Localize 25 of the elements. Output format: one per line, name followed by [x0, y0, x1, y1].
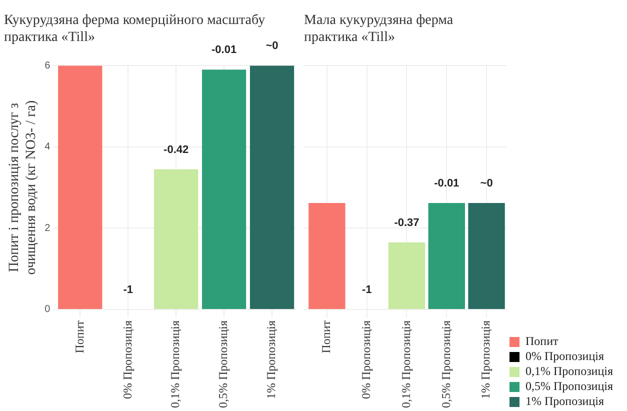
x-tick-label: 0% Пропозиція	[359, 320, 373, 400]
annotation: -1	[123, 284, 134, 296]
x-tick-label: 1% Пропозиція	[478, 320, 493, 400]
x-tick-label: Попит	[319, 320, 334, 354]
annotation: ~0	[266, 40, 278, 52]
annotation: -1	[362, 284, 372, 296]
x-tick-label: 0% Пропозиція	[120, 320, 134, 400]
y-tick-label: 0	[44, 304, 51, 316]
annotation: -0.01	[212, 44, 237, 56]
y-axis-title: Попит і пропозиція послуг з очищення води (кг NO3- / га)	[7, 100, 39, 275]
x-tick-label: 0,1% Пропозиція	[398, 320, 413, 408]
x-tick-label: 0,5% Пропозиція	[438, 320, 453, 408]
annotation: -0.42	[164, 144, 189, 156]
x-tick-label: Попит	[72, 320, 86, 354]
annotation: ~0	[480, 178, 493, 190]
chart-title: Кукурудзяна ферма комерційного масштабу практика «Till»	[4, 13, 266, 45]
x-tick-label: 1% Пропозиція	[264, 320, 278, 400]
annotation: -0.01	[434, 178, 460, 190]
x-tick-label: 0,1% Пропозиція	[168, 320, 182, 408]
y-tick-label: 2	[44, 222, 51, 234]
y-tick-label: 4	[44, 142, 51, 153]
y-tick-label: 6	[44, 60, 51, 72]
annotation: -0.37	[394, 216, 420, 229]
x-tick-label: 0,5% Пропозиція	[216, 320, 230, 408]
chart-title: Мала кукурудзяна ферма практика «Till»	[304, 13, 454, 45]
